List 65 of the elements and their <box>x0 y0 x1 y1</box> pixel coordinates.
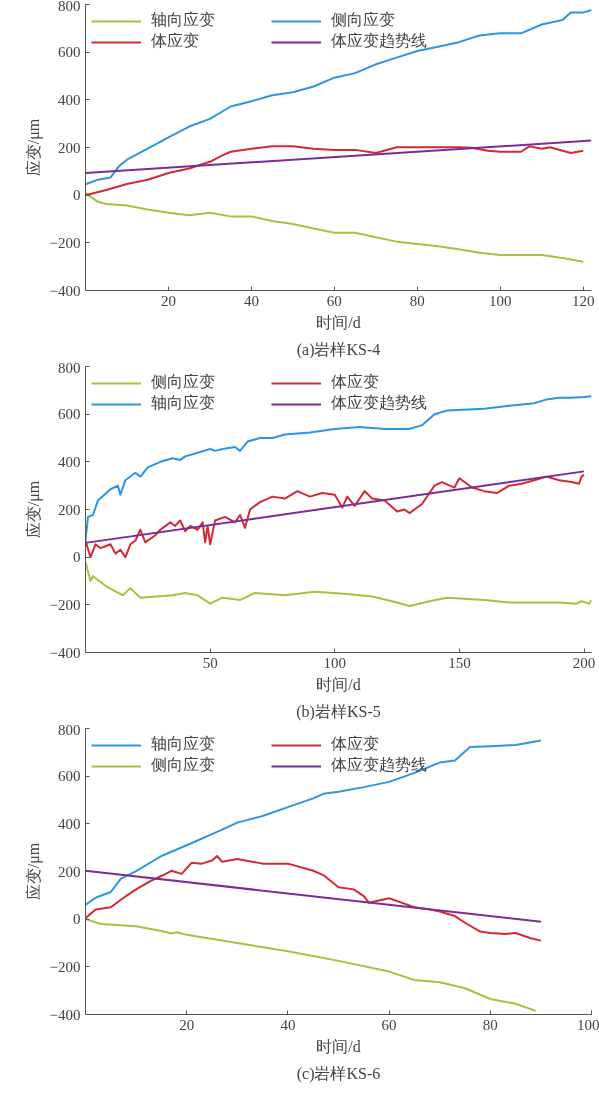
x-tick-label: 100 <box>577 1016 599 1033</box>
line-series <box>85 473 586 559</box>
line-series <box>85 192 585 263</box>
y-tick-label: 200 <box>58 501 81 518</box>
legend-label: 轴向应变 <box>151 734 216 754</box>
legend-label: 体应变 <box>331 372 380 392</box>
legend-label: 侧向应变 <box>151 755 216 775</box>
y-tick-label: 600 <box>58 44 81 61</box>
x-tick-label: 100 <box>323 654 347 671</box>
y-tick-label: 400 <box>58 91 81 108</box>
y-tick-label: 600 <box>58 768 81 785</box>
y-axis-title: 应变/μm <box>24 480 43 539</box>
legend-label: 体应变趋势线 <box>331 755 428 775</box>
y-tick-label: 600 <box>58 406 81 423</box>
x-tick-label: 50 <box>202 654 218 671</box>
line-series <box>85 145 585 197</box>
line-series <box>85 918 537 1012</box>
line-series <box>85 855 542 942</box>
x-tick-label: 60 <box>381 1016 397 1033</box>
x-tick-label: 40 <box>243 292 259 309</box>
y-tick-label: 200 <box>58 139 81 156</box>
x-tick-label: 80 <box>482 1016 498 1033</box>
text: (b)岩样KS-5 <box>296 702 381 721</box>
y-tick-label: −400 <box>49 282 81 299</box>
y-tick-label: −200 <box>49 958 81 975</box>
text: (c)岩样KS-6 <box>296 1064 381 1083</box>
y-tick-label: 0 <box>73 187 81 204</box>
x-axis-title: 时间/d <box>316 1037 361 1055</box>
y-tick-label: 0 <box>73 549 81 566</box>
x-tick-label: 80 <box>409 292 425 309</box>
legend-label: 体应变 <box>331 734 380 754</box>
y-tick-label: 0 <box>73 911 81 928</box>
y-tick-label: −400 <box>49 644 81 661</box>
x-tick-label: 100 <box>489 292 512 309</box>
legend-label: 侧向应变 <box>151 372 216 392</box>
legend-label: 侧向应变 <box>331 10 396 30</box>
legend-label: 体应变趋势线 <box>331 393 428 413</box>
y-tick-label: 400 <box>58 453 81 470</box>
x-axis-title: 时间/d <box>316 675 361 693</box>
x-axis-title: 时间/d <box>316 313 361 331</box>
line-series <box>85 395 592 542</box>
x-tick-label: 20 <box>179 1016 195 1033</box>
x-tick-label: 60 <box>326 292 342 309</box>
x-tick-label: 40 <box>280 1016 296 1033</box>
text: (a)岩样KS-4 <box>296 340 381 359</box>
legend-label: 轴向应变 <box>151 10 216 30</box>
x-tick-label: 150 <box>448 654 471 671</box>
y-axis-title: 应变/μm <box>24 842 43 901</box>
legend-label: 轴向应变 <box>151 393 216 413</box>
line-series <box>85 8 592 186</box>
y-tick-label: 800 <box>58 0 81 14</box>
y-tick-label: 800 <box>58 359 81 376</box>
y-tick-label: 200 <box>58 863 81 880</box>
x-tick-label: 120 <box>571 292 595 309</box>
y-tick-label: −400 <box>49 1006 81 1023</box>
y-tick-label: 800 <box>58 721 81 738</box>
legend-label: 体应变趋势线 <box>331 31 428 51</box>
y-tick-label: −200 <box>49 234 81 251</box>
y-tick-label: 400 <box>58 815 81 832</box>
legend-label: 体应变 <box>151 31 200 51</box>
line-series <box>85 560 592 608</box>
y-axis-title: 应变/μm <box>24 118 43 177</box>
x-tick-label: 200 <box>572 654 596 671</box>
y-tick-label: −200 <box>49 596 81 613</box>
x-tick-label: 20 <box>160 292 176 309</box>
